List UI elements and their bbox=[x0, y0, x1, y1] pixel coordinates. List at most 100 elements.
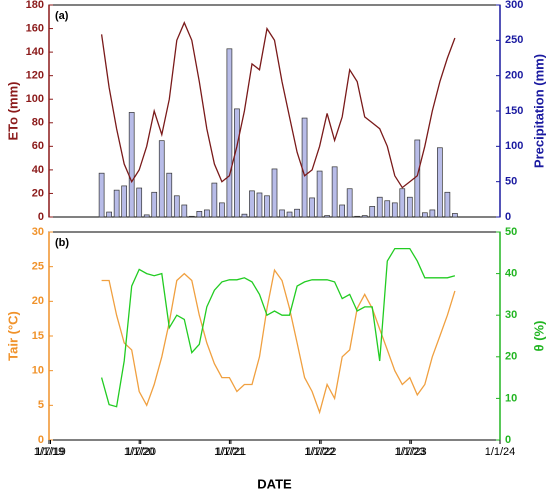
bar bbox=[241, 213, 248, 218]
y2-tick-label: 20 bbox=[505, 351, 517, 363]
y-tick-label: 25 bbox=[32, 261, 44, 273]
y-tick-label: 160 bbox=[26, 22, 44, 34]
bar bbox=[219, 202, 225, 218]
line bbox=[100, 21, 456, 189]
y2-tick-label: 0 bbox=[505, 434, 511, 446]
y2-tick-label: 30 bbox=[505, 309, 517, 321]
y-tick-label: 80 bbox=[32, 117, 44, 129]
bar bbox=[421, 212, 428, 218]
bar bbox=[279, 209, 285, 218]
bar bbox=[173, 195, 180, 218]
bar bbox=[136, 187, 143, 218]
bar bbox=[324, 215, 330, 218]
annotation: (b) bbox=[55, 237, 69, 249]
annotation: (a) bbox=[55, 10, 69, 22]
bar bbox=[309, 197, 315, 218]
bar bbox=[452, 213, 458, 218]
x-tick-label: 1/7/20 bbox=[125, 446, 156, 458]
bar bbox=[406, 196, 413, 218]
y2-tick-label: 100 bbox=[505, 140, 523, 152]
line bbox=[100, 247, 456, 408]
y2-tick-label: 0 bbox=[505, 211, 511, 223]
x-tick-label: 1/1/22 bbox=[304, 446, 335, 458]
y-tick-label: 0 bbox=[38, 211, 44, 223]
bar bbox=[339, 204, 345, 218]
bar bbox=[437, 147, 443, 218]
bar bbox=[316, 170, 323, 218]
y-tick-label: 5 bbox=[38, 399, 44, 411]
bar bbox=[166, 172, 173, 218]
y-axis-label: Tair (°C) bbox=[5, 311, 20, 361]
x-tick-label: 1/7/22 bbox=[306, 446, 337, 458]
bar bbox=[181, 204, 188, 218]
y-tick-label: 60 bbox=[32, 140, 44, 152]
y2-tick-label: 50 bbox=[505, 226, 517, 238]
bar bbox=[121, 185, 128, 218]
y2-tick-label: 250 bbox=[505, 34, 523, 46]
y2-tick-label: 200 bbox=[505, 70, 523, 82]
bar bbox=[414, 139, 421, 218]
y-tick-label: 20 bbox=[32, 295, 44, 307]
bar bbox=[444, 191, 451, 218]
bar bbox=[128, 112, 135, 218]
plot-frame bbox=[48, 231, 501, 441]
y-tick-label: 30 bbox=[32, 226, 44, 238]
bar bbox=[331, 166, 338, 218]
x-tick-label: 1/1/24 bbox=[485, 446, 516, 458]
y2-tick-label: 150 bbox=[505, 105, 523, 117]
bar bbox=[429, 209, 436, 218]
y-tick-label: 0 bbox=[38, 434, 44, 446]
y-tick-label: 140 bbox=[26, 46, 44, 58]
bar bbox=[143, 214, 150, 218]
bar bbox=[376, 196, 383, 218]
bar bbox=[106, 211, 112, 218]
y-tick-label: 120 bbox=[26, 70, 44, 82]
bar bbox=[384, 200, 391, 218]
bar bbox=[188, 215, 195, 218]
y-axis-label: ETo (mm) bbox=[5, 82, 20, 141]
bar bbox=[158, 140, 165, 218]
y2-axis-label: θ (%) bbox=[531, 321, 546, 352]
bar bbox=[294, 208, 300, 218]
y2-tick-label: 10 bbox=[505, 392, 517, 404]
bar bbox=[301, 117, 308, 218]
bar bbox=[234, 108, 240, 218]
y-tick-label: 10 bbox=[32, 365, 44, 377]
bar bbox=[256, 192, 263, 218]
bar bbox=[346, 188, 353, 218]
bar bbox=[361, 215, 368, 218]
y2-tick-label: 40 bbox=[505, 268, 517, 280]
bar bbox=[196, 210, 203, 218]
bar bbox=[226, 48, 233, 218]
x-axis-label: DATE bbox=[257, 476, 292, 491]
x-tick-label: 1/1/20 bbox=[124, 446, 155, 458]
bar bbox=[98, 172, 105, 218]
bar bbox=[271, 168, 278, 218]
x-tick-label: 1/7/21 bbox=[216, 446, 247, 458]
x-tick-label: 1/7/23 bbox=[396, 446, 427, 458]
bar bbox=[399, 188, 406, 218]
bar bbox=[211, 182, 218, 218]
bar bbox=[369, 206, 376, 218]
y2-tick-label: 300 bbox=[505, 0, 523, 11]
bar bbox=[264, 195, 270, 218]
bar bbox=[286, 211, 293, 218]
bar bbox=[113, 189, 120, 218]
y2-tick-label: 50 bbox=[505, 176, 517, 188]
x-tick-label: 1/7/19 bbox=[35, 446, 66, 458]
y-tick-label: 15 bbox=[32, 330, 44, 342]
line bbox=[101, 268, 456, 415]
x-tick-label: 1/1/23 bbox=[395, 446, 426, 458]
y-tick-label: 40 bbox=[32, 164, 44, 176]
bar bbox=[391, 202, 398, 218]
bar bbox=[151, 191, 158, 218]
bar bbox=[354, 215, 361, 218]
x-tick-label: 1/1/19 bbox=[34, 446, 65, 458]
y-tick-label: 180 bbox=[26, 0, 44, 11]
x-tick-label: 1/1/21 bbox=[214, 446, 245, 458]
y-tick-label: 100 bbox=[26, 93, 44, 105]
bar bbox=[249, 190, 255, 218]
bar bbox=[204, 209, 210, 218]
y-tick-label: 20 bbox=[32, 187, 44, 199]
